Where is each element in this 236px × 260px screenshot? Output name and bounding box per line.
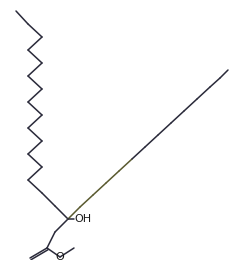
- Text: OH: OH: [74, 214, 91, 224]
- Text: O: O: [56, 252, 64, 260]
